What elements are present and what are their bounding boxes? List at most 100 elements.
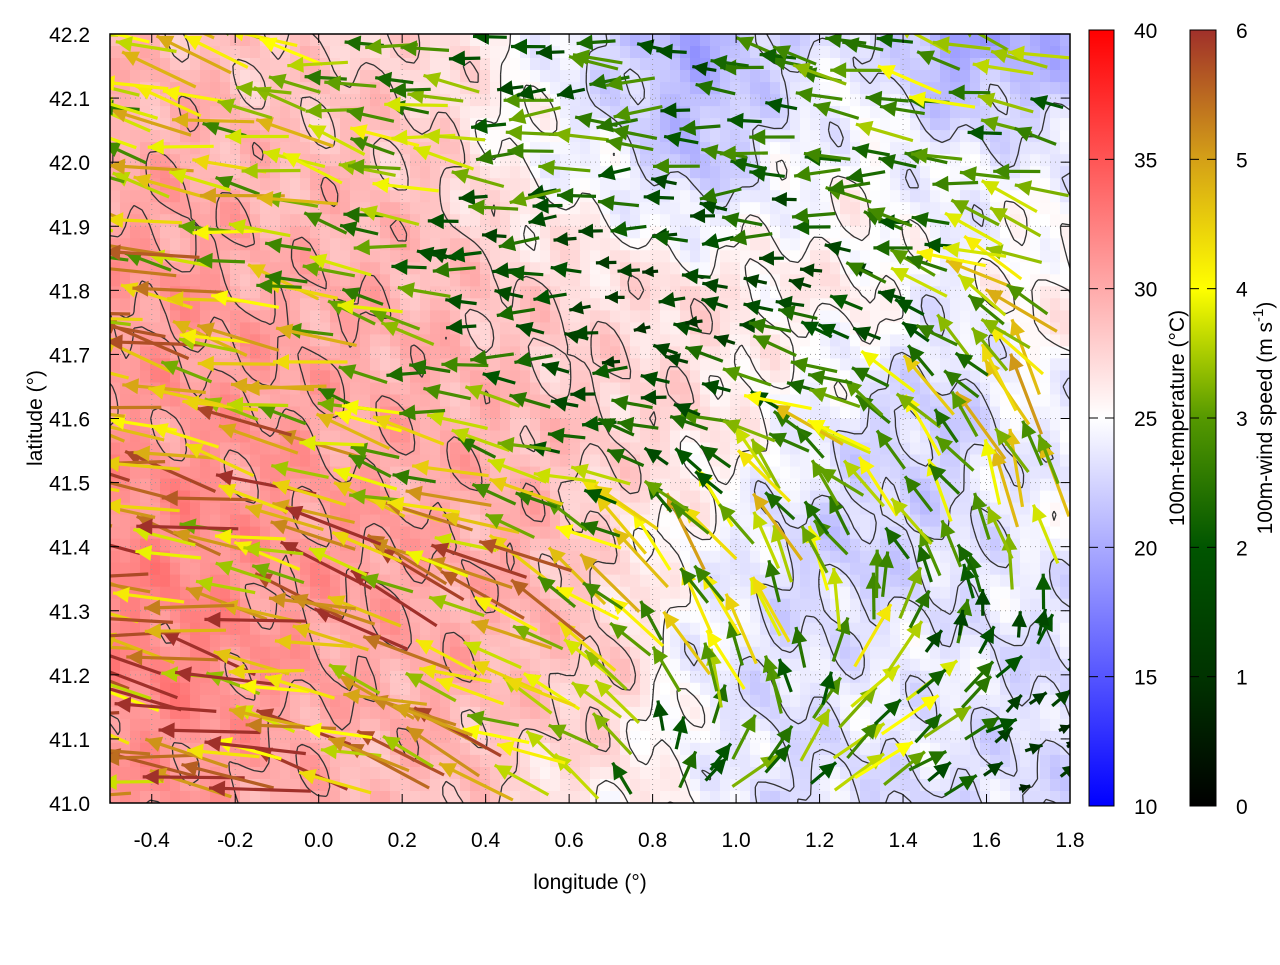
- temperature-cell: [950, 514, 961, 528]
- temperature-cell: [490, 394, 501, 408]
- temperature-cell: [380, 106, 391, 119]
- temperature-cell: [540, 646, 551, 660]
- temperature-cell: [470, 238, 481, 251]
- temperature-cell: [450, 370, 461, 383]
- temperature-cell: [380, 526, 391, 540]
- temperature-cell: [440, 622, 451, 636]
- temperature-cell: [350, 466, 361, 480]
- temperature-cell: [670, 70, 681, 83]
- temperature-cell: [290, 370, 301, 383]
- temperature-cell: [280, 370, 291, 383]
- temperature-cell: [240, 142, 251, 155]
- temperature-cell: [560, 538, 571, 552]
- temperature-cell: [830, 490, 841, 504]
- temperature-cell: [620, 490, 631, 504]
- temperature-cell: [990, 226, 1001, 239]
- temperature-cell: [810, 586, 821, 600]
- temperature-cell: [250, 598, 261, 612]
- temperature-cell: [940, 274, 951, 287]
- temperature-cell: [150, 538, 161, 552]
- temperature-cell: [660, 202, 671, 215]
- temperature-cell: [590, 226, 601, 239]
- temperature-cell: [110, 658, 121, 672]
- temperature-cell: [430, 238, 441, 251]
- temperature-cell: [830, 202, 841, 215]
- temperature-cell: [150, 238, 161, 251]
- temperature-cell: [1050, 178, 1061, 191]
- temperature-cell: [390, 358, 401, 371]
- temperature-cell: [650, 382, 661, 396]
- temperature-cell: [180, 442, 191, 456]
- temperature-cell: [1050, 574, 1061, 588]
- temperature-cell: [360, 322, 371, 335]
- temperature-cell: [530, 526, 541, 540]
- temperature-cell: [880, 190, 891, 203]
- temperature-cell: [200, 298, 211, 311]
- temperature-cell: [290, 298, 301, 311]
- temperature-cell: [690, 82, 701, 95]
- temperature-cell: [830, 166, 841, 179]
- temperature-cell: [580, 586, 591, 600]
- temperature-cell: [430, 634, 441, 648]
- temperature-cell: [310, 502, 321, 516]
- temperature-cell: [490, 154, 501, 167]
- temperature-cell: [380, 250, 391, 263]
- temperature-cell: [780, 622, 791, 636]
- temperature-cell: [940, 310, 951, 323]
- temperature-cell: [1050, 70, 1061, 83]
- temperature-cell: [890, 634, 901, 648]
- temperature-cell: [750, 634, 761, 648]
- temperature-cell: [620, 214, 631, 227]
- temperature-cell: [770, 598, 781, 612]
- temperature-cell: [450, 382, 461, 396]
- temperature-cell: [850, 610, 861, 624]
- temperature-cell: [340, 550, 351, 564]
- temperature-cell: [370, 130, 381, 143]
- temperature-cell: [810, 46, 821, 59]
- temperature-cell: [330, 622, 341, 636]
- temperature-cell: [860, 154, 871, 167]
- temperature-cell: [940, 406, 951, 420]
- temperature-cell: [680, 214, 691, 227]
- temperature-cell: [920, 562, 931, 576]
- temperature-cell: [1040, 538, 1051, 552]
- temperature-cell: [710, 94, 721, 107]
- temperature-cell: [230, 310, 241, 323]
- temperature-cell: [710, 70, 721, 83]
- temperature-cell: [450, 490, 461, 504]
- temperature-cell: [240, 646, 251, 660]
- temperature-cell: [370, 298, 381, 311]
- temperature-cell: [740, 94, 751, 107]
- temperature-cell: [490, 442, 501, 456]
- temperature-cell: [460, 238, 471, 251]
- temperature-cell: [390, 226, 401, 239]
- temperature-cell: [600, 94, 611, 107]
- temperature-cell: [830, 274, 841, 287]
- temperature-cell: [800, 550, 811, 564]
- temperature-cell: [650, 454, 661, 468]
- temperature-cell: [990, 574, 1001, 588]
- temperature-cell: [250, 250, 261, 263]
- temperature-cell: [220, 82, 231, 95]
- temperature-cell: [120, 190, 131, 203]
- temperature-cell: [1030, 190, 1041, 203]
- temperature-cell: [640, 202, 651, 215]
- temperature-cell: [600, 274, 611, 287]
- temperature-cell: [770, 418, 781, 432]
- temperature-cell: [960, 646, 971, 660]
- temperature-cell: [280, 490, 291, 504]
- temperature-cell: [760, 142, 771, 155]
- temperature-cell: [610, 370, 621, 383]
- temperature-cell: [500, 586, 511, 600]
- temperature-cell: [140, 394, 151, 408]
- temperature-cell: [820, 202, 831, 215]
- temperature-cell: [320, 322, 331, 335]
- temperature-cell: [430, 562, 441, 576]
- temperature-cell: [830, 550, 841, 564]
- temperature-cell: [690, 550, 701, 564]
- temperature-cell: [850, 154, 861, 167]
- temperature-cell: [150, 634, 161, 648]
- temperature-cell: [540, 70, 551, 83]
- temperature-cell: [430, 334, 441, 347]
- temperature-cell: [620, 562, 631, 576]
